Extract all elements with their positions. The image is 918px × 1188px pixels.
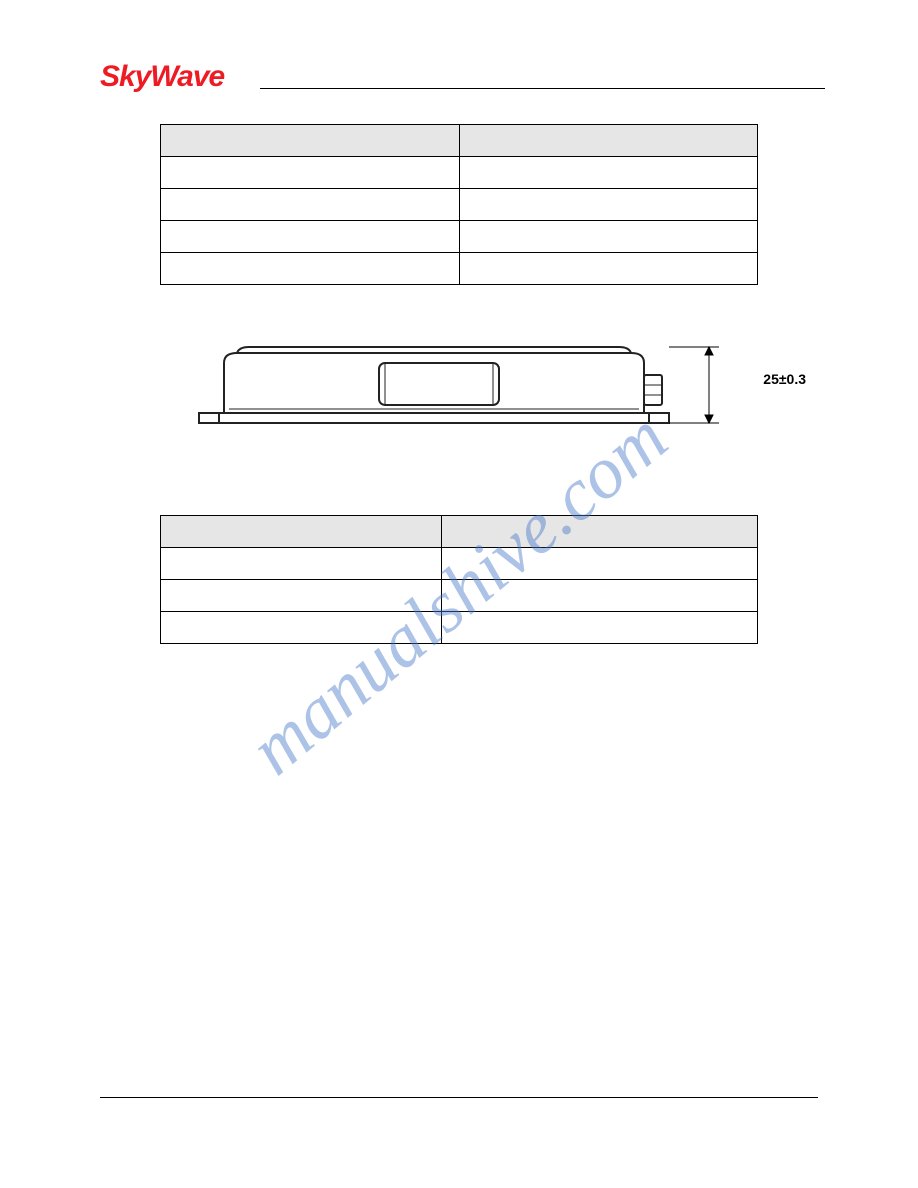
table-cell	[161, 157, 460, 189]
table-cell	[161, 189, 460, 221]
header: SkyWave	[100, 60, 818, 89]
table-cell	[459, 221, 758, 253]
table-cell	[441, 548, 757, 580]
table-cell	[459, 157, 758, 189]
table-header-cell	[459, 125, 758, 157]
dimension-label: 25±0.3	[763, 371, 806, 387]
table-2	[160, 515, 758, 644]
table-cell	[161, 612, 442, 644]
header-divider	[260, 88, 825, 89]
table-cell	[459, 253, 758, 285]
table-header-cell	[161, 125, 460, 157]
brand-logo: SkyWave	[100, 60, 224, 94]
table-row	[161, 253, 758, 285]
table-row	[161, 580, 758, 612]
table-header-cell	[441, 516, 757, 548]
spec-table-2	[160, 515, 758, 644]
table-cell	[441, 612, 757, 644]
table-cell	[161, 221, 460, 253]
table-row	[161, 221, 758, 253]
table-cell	[441, 580, 757, 612]
table-cell	[459, 189, 758, 221]
device-side-view-figure: 25±0.3	[160, 315, 758, 465]
table-cell	[161, 548, 442, 580]
table-header-row	[161, 125, 758, 157]
table-row	[161, 157, 758, 189]
table-header-row	[161, 516, 758, 548]
table-1	[160, 124, 758, 285]
table-row	[161, 612, 758, 644]
table-row	[161, 548, 758, 580]
footer-divider	[100, 1097, 818, 1098]
table-row	[161, 189, 758, 221]
table-cell	[161, 253, 460, 285]
device-outline-drawing	[160, 315, 758, 465]
table-header-cell	[161, 516, 442, 548]
spec-table-1	[160, 124, 758, 285]
table-cell	[161, 580, 442, 612]
